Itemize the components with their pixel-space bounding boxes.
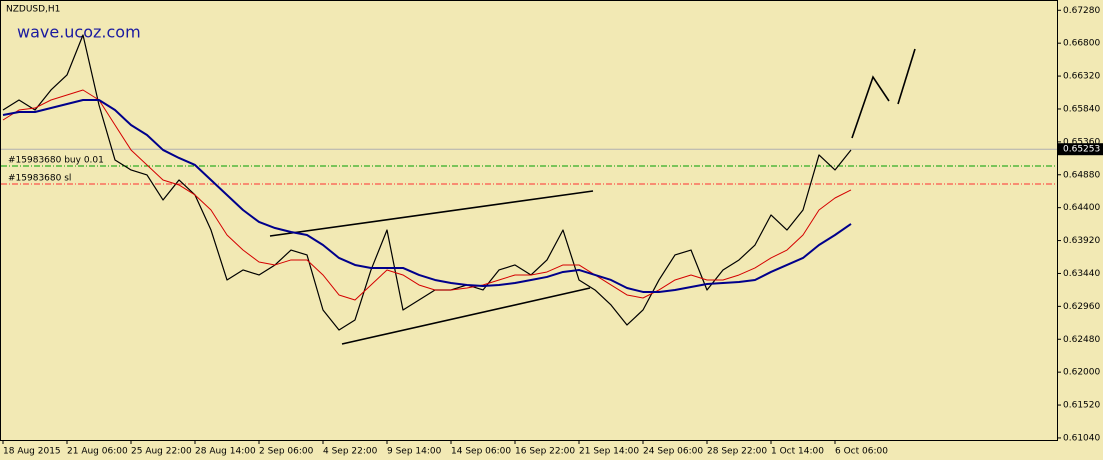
y-tick-label: 0.66320 (1063, 72, 1100, 82)
forecast-line (851, 75, 890, 139)
y-tick-label: 0.65840 (1063, 104, 1100, 114)
y-tick-label: 0.63440 (1063, 269, 1100, 279)
order-level-label: #15983680 buy 0.01 (8, 155, 104, 165)
y-tick-label: 0.62000 (1063, 368, 1100, 378)
y-tick-label: 0.64400 (1063, 203, 1100, 213)
x-tick-label: 21 Sep 14:00 (579, 447, 639, 457)
price-line (2, 34, 852, 331)
y-tick-label: 0.64880 (1063, 170, 1100, 180)
price-line (2, 98, 852, 293)
y-tick-label: 0.63920 (1063, 236, 1100, 246)
x-tick-label: 28 Aug 14:00 (195, 447, 256, 457)
last-price-box (1057, 143, 1103, 156)
plot-frame (0, 0, 1058, 441)
watermark: wave.ucoz.com (17, 23, 141, 42)
x-tick-label: 1 Oct 14:00 (771, 447, 824, 457)
channel-upper (269, 190, 594, 237)
x-tick-label: 14 Sep 06:00 (451, 447, 511, 457)
y-tick-label: 0.61520 (1063, 401, 1100, 411)
y-tick-label: 0.62480 (1063, 335, 1100, 345)
price-line (2, 89, 852, 301)
x-tick-label: 4 Sep 22:00 (323, 447, 378, 457)
last-price-label: 0.65253 (1063, 145, 1100, 155)
order-level-label: #15983680 sl (8, 174, 71, 184)
y-tick-label: 0.61040 (1063, 433, 1100, 443)
x-tick-label: 25 Aug 22:00 (131, 447, 192, 457)
x-tick-label: 21 Aug 06:00 (67, 447, 128, 457)
channel-lower (341, 287, 591, 345)
y-tick-label: 0.67280 (1063, 6, 1100, 16)
y-tick-label: 0.66800 (1063, 39, 1100, 49)
x-tick-label: 16 Sep 22:00 (515, 447, 575, 457)
drawn-trendlines (269, 48, 916, 345)
y-tick-label: 0.62960 (1063, 302, 1100, 312)
chart-title: NZDUSD,H1 (6, 5, 60, 15)
x-tick-label: 28 Sep 22:00 (707, 447, 767, 457)
y-tick-label: 0.65360 (1063, 137, 1100, 147)
x-tick-label: 9 Sep 14:00 (387, 447, 442, 457)
x-tick-label: 24 Sep 06:00 (643, 447, 703, 457)
x-tick-label: 6 Oct 06:00 (835, 447, 888, 457)
x-tick-label: 2 Sep 06:00 (259, 447, 314, 457)
x-tick-label: 18 Aug 2015 (3, 447, 61, 457)
forecast-line (897, 48, 916, 105)
